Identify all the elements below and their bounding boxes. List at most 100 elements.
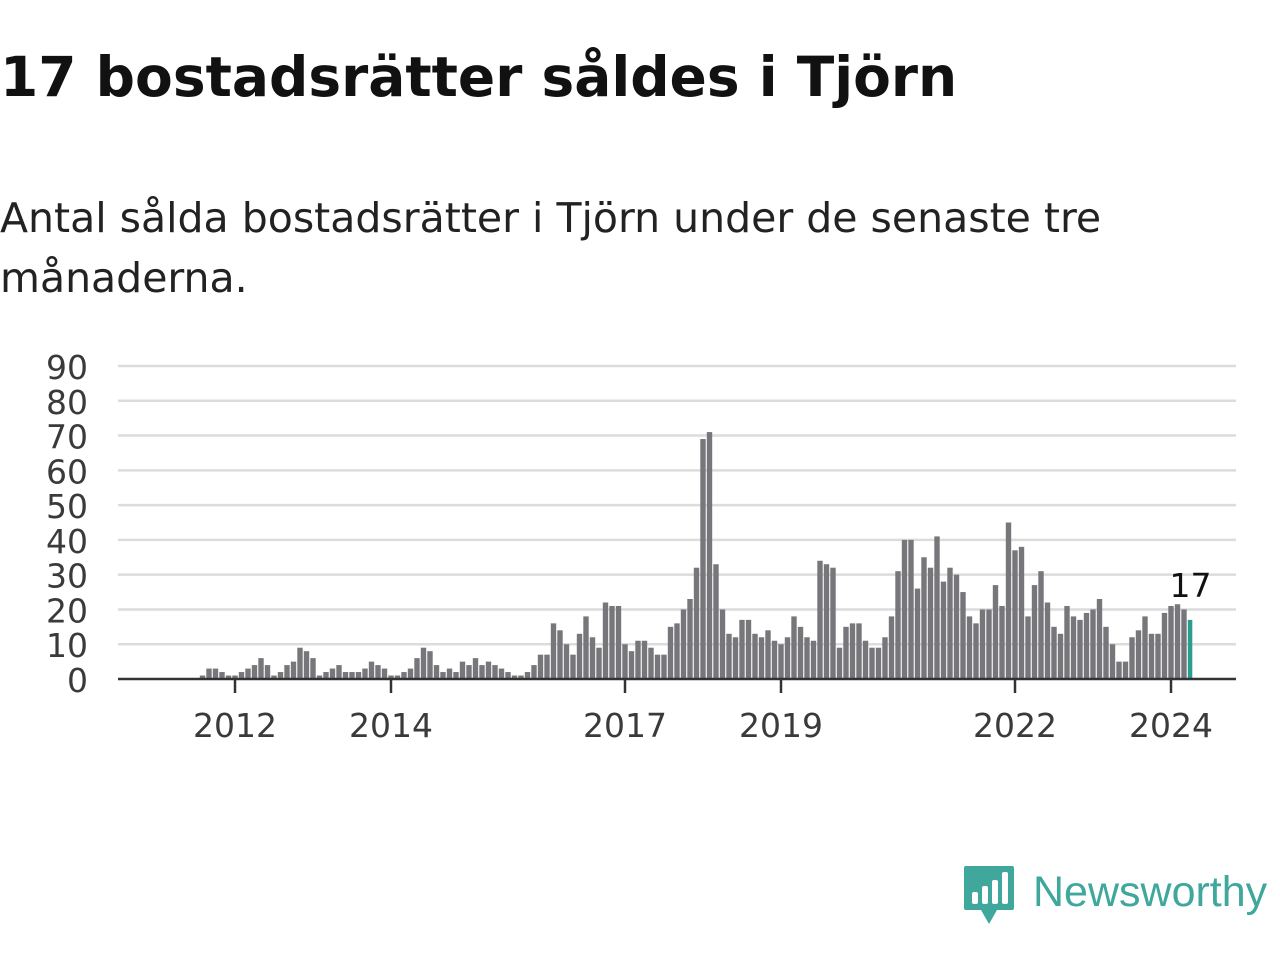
y-tick-label: 20 (46, 591, 88, 630)
x-tick-label: 2019 (739, 706, 823, 745)
bar (999, 605, 1005, 679)
bar (388, 675, 394, 679)
bars (199, 432, 1193, 679)
bar (1109, 644, 1116, 679)
bar (1051, 626, 1057, 679)
bar (420, 647, 427, 679)
bar (706, 432, 713, 679)
bar (849, 623, 856, 679)
x-tick-label: 2024 (1129, 706, 1213, 745)
bar (329, 668, 336, 679)
bar (843, 626, 849, 679)
bar (537, 654, 544, 679)
bar (953, 574, 960, 679)
bar (531, 665, 537, 679)
bar (440, 672, 446, 679)
bar (479, 665, 485, 679)
bar (271, 675, 277, 679)
bar (934, 536, 940, 679)
bar (1148, 633, 1155, 679)
bar (661, 654, 667, 679)
bar (583, 616, 589, 679)
bar (784, 637, 791, 679)
bar (875, 647, 882, 679)
bar (895, 571, 901, 679)
y-tick-label: 40 (46, 522, 88, 561)
bar (693, 567, 700, 679)
bar (355, 672, 362, 679)
bar (576, 633, 583, 679)
bar (648, 647, 654, 679)
bar (297, 647, 303, 679)
bar (1090, 609, 1096, 679)
bar (264, 665, 271, 679)
x-axis: 2012 2014 2017 2019 2022 2024 (118, 677, 1236, 745)
bar (680, 609, 687, 679)
bar (888, 616, 895, 679)
bar (1070, 616, 1077, 679)
bar (635, 640, 641, 679)
bar (914, 588, 921, 679)
bar (459, 661, 466, 679)
y-tick-label: 70 (46, 418, 88, 457)
highlighted-bar (1187, 619, 1193, 679)
bar (1181, 609, 1187, 679)
bar (726, 633, 732, 679)
bar (622, 644, 628, 679)
bar (238, 672, 245, 679)
bar (349, 672, 355, 679)
bar (570, 654, 576, 679)
bar (882, 637, 888, 679)
bar (830, 567, 836, 679)
bar (927, 567, 934, 679)
bar (602, 602, 609, 679)
bar (316, 675, 323, 679)
bar (290, 661, 297, 679)
x-tick-label: 2012 (193, 706, 277, 745)
bar (453, 672, 459, 679)
bar (940, 581, 947, 679)
bar (401, 672, 407, 679)
bar (485, 661, 492, 679)
y-tick-label: 80 (46, 383, 88, 422)
bar (375, 665, 381, 679)
bar (362, 668, 368, 679)
page-title: 17 bostadsrätter såldes i Tjörn (0, 45, 958, 109)
bar (596, 647, 602, 679)
bar (427, 651, 433, 679)
bar (719, 609, 726, 679)
bar (245, 668, 251, 679)
bar (1122, 661, 1129, 679)
bar (960, 592, 966, 679)
bar (732, 637, 739, 679)
bar (901, 539, 908, 679)
bar (524, 672, 531, 679)
bar (1031, 585, 1038, 679)
bar (1135, 630, 1142, 679)
bar (1012, 550, 1018, 679)
bar (1142, 616, 1148, 679)
bar (1038, 571, 1044, 679)
bar (518, 675, 524, 679)
x-tick-label: 2022 (973, 706, 1057, 745)
bar (791, 616, 797, 679)
bar (687, 599, 693, 679)
bar (609, 605, 615, 679)
bar (700, 439, 706, 679)
y-tick-label: 60 (46, 452, 88, 491)
bar (674, 623, 680, 679)
bar (1044, 602, 1051, 679)
bar (466, 665, 472, 679)
bar (277, 672, 284, 679)
bar (992, 585, 999, 679)
bar (225, 675, 232, 679)
newsworthy-wordmark: Newsworthy (1033, 868, 1268, 916)
bar (563, 644, 570, 679)
bar (1168, 605, 1174, 679)
bar (869, 647, 875, 679)
bar (251, 665, 258, 679)
bar (310, 658, 316, 679)
bar (745, 619, 752, 679)
bar (947, 567, 953, 679)
